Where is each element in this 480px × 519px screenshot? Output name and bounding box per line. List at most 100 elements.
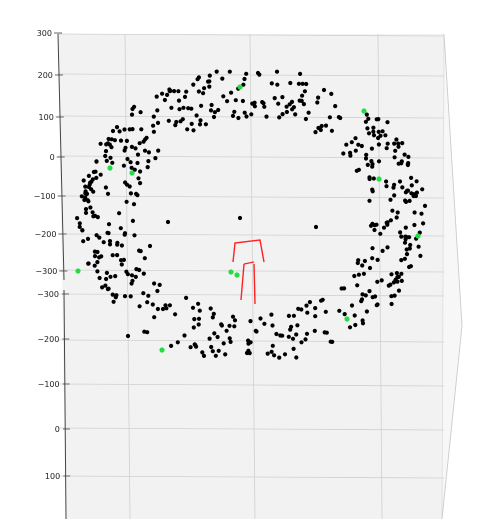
data-point	[272, 353, 277, 358]
data-point	[210, 349, 215, 354]
data-point	[173, 123, 178, 128]
data-point	[337, 308, 342, 313]
data-point	[364, 309, 369, 314]
data-point	[252, 104, 257, 109]
data-point	[294, 355, 299, 360]
data-point	[316, 95, 321, 100]
data-point	[270, 323, 275, 328]
data-point	[212, 331, 217, 336]
data-point	[378, 231, 383, 236]
highlight-points	[75, 84, 421, 353]
data-point	[392, 293, 397, 298]
y-tick-label: 100	[45, 472, 60, 481]
data-point	[182, 94, 188, 99]
y-tick-label: −200	[37, 335, 59, 344]
data-point	[408, 264, 413, 269]
pane-edge	[441, 325, 463, 519]
data-point	[163, 303, 168, 308]
y-tick-label: 0	[55, 425, 60, 434]
data-point	[254, 329, 259, 334]
data-point	[216, 348, 221, 353]
data-point	[138, 169, 143, 174]
data-point	[242, 76, 247, 82]
data-point	[320, 297, 325, 302]
data-point	[265, 351, 270, 356]
data-point	[81, 178, 86, 183]
data-point	[392, 141, 397, 146]
data-point	[127, 184, 132, 189]
data-point	[137, 304, 142, 309]
data-point	[135, 152, 141, 157]
data-point	[185, 127, 190, 132]
data-point	[169, 105, 174, 110]
data-point	[262, 104, 267, 109]
data-point	[75, 216, 80, 221]
data-point	[249, 112, 254, 117]
data-point	[329, 91, 334, 96]
data-point	[396, 288, 402, 293]
data-point	[103, 283, 108, 288]
data-point	[178, 119, 183, 124]
data-point	[323, 123, 329, 128]
data-point	[106, 136, 111, 142]
data-point	[176, 89, 181, 94]
data-point	[392, 182, 397, 187]
data-point	[86, 173, 91, 178]
data-point	[274, 69, 280, 74]
data-point	[342, 286, 347, 291]
data-point	[419, 211, 424, 216]
data-point	[361, 271, 366, 276]
data-point	[123, 145, 128, 150]
data-point	[289, 99, 295, 104]
data-point	[360, 263, 365, 268]
data-point	[169, 343, 174, 348]
data-point	[110, 160, 115, 165]
data-point	[375, 257, 380, 262]
data-point	[236, 115, 241, 121]
data-point	[92, 254, 98, 259]
data-point	[301, 102, 306, 107]
data-point	[370, 164, 375, 169]
data-point	[389, 301, 394, 307]
data-point	[336, 115, 341, 120]
data-point	[124, 199, 129, 204]
data-point	[220, 76, 225, 81]
data-point	[295, 323, 300, 328]
data-point	[132, 167, 137, 172]
data-point	[150, 302, 155, 307]
data-point	[344, 142, 349, 147]
y-tick-label: −300	[37, 290, 59, 299]
figure-line	[240, 263, 245, 301]
red-figure	[232, 239, 265, 305]
data-point	[184, 89, 189, 94]
data-point	[388, 218, 393, 223]
pane-background	[58, 34, 444, 519]
data-point	[323, 309, 328, 314]
data-point	[244, 350, 250, 356]
data-point	[221, 94, 226, 99]
data-point	[155, 288, 160, 294]
data-point	[137, 141, 142, 146]
data-point	[208, 108, 214, 113]
data-point	[200, 350, 205, 355]
data-point	[367, 176, 372, 182]
data-point	[270, 343, 275, 348]
data-point	[113, 295, 118, 300]
data-point	[107, 242, 113, 247]
data-point	[258, 316, 263, 321]
data-point	[371, 129, 376, 134]
data-point	[392, 155, 397, 160]
data-point	[104, 276, 109, 282]
data-point	[363, 156, 369, 161]
data-point	[109, 137, 114, 142]
horizontal-grid-line	[57, 195, 445, 199]
data-point	[146, 159, 151, 164]
data-point	[384, 179, 389, 184]
figure-line	[232, 239, 265, 263]
data-point	[288, 80, 293, 86]
data-point	[386, 283, 391, 288]
data-point	[162, 97, 167, 103]
data-point	[141, 271, 146, 276]
data-point	[389, 272, 394, 277]
data-point	[152, 281, 157, 286]
